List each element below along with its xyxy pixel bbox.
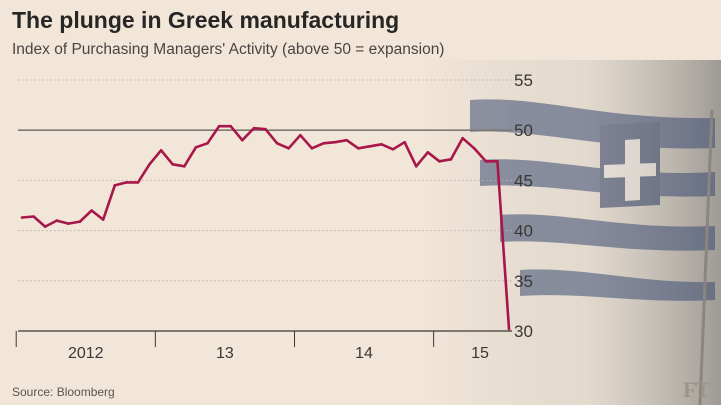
- data-point: [403, 140, 406, 144]
- data-point: [67, 222, 70, 225]
- data-point: [194, 145, 198, 149]
- data-point: [275, 141, 279, 145]
- series-group: [20, 124, 511, 331]
- data-point: [136, 181, 140, 184]
- data-point: [414, 165, 418, 168]
- data-point: [310, 146, 314, 150]
- data-point: [125, 181, 128, 184]
- x-tick-label: 15: [471, 345, 489, 362]
- data-point: [438, 160, 441, 163]
- data-point: [78, 220, 82, 223]
- y-tick-label: 55: [514, 71, 533, 90]
- y-axis-ticks: 30 35 40 45 50 55: [514, 71, 533, 341]
- data-point: [241, 138, 244, 142]
- data-point: [252, 126, 256, 130]
- data-point: [287, 146, 290, 150]
- data-point: [206, 141, 209, 145]
- chart-title: The plunge in Greek manufacturing: [12, 7, 399, 33]
- data-point: [159, 148, 163, 152]
- data-point: [461, 136, 464, 140]
- y-tick-label: 45: [514, 171, 533, 190]
- x-tick-label: 14: [355, 345, 373, 362]
- data-point: [356, 146, 360, 150]
- x-tick-label: 2012: [68, 345, 104, 362]
- x-tick-label: 13: [216, 345, 234, 362]
- data-point: [183, 165, 186, 168]
- y-tick-label: 30: [514, 322, 533, 341]
- data-point: [496, 160, 499, 163]
- data-point: [20, 216, 24, 219]
- source-note: Source: Bloomberg: [12, 385, 115, 399]
- data-point: [472, 146, 476, 150]
- chart-subtitle: Index of Purchasing Managers' Activity (…: [12, 41, 444, 58]
- data-point: [380, 142, 383, 146]
- data-point: [507, 327, 511, 331]
- data-point: [426, 150, 430, 154]
- data-point: [484, 160, 488, 163]
- y-tick-label: 50: [514, 121, 533, 140]
- y-tick-label: 40: [514, 222, 533, 241]
- data-point: [368, 144, 372, 148]
- data-point: [101, 218, 105, 221]
- data-point: [345, 138, 348, 142]
- data-point: [55, 219, 59, 222]
- data-point: [449, 158, 453, 161]
- data-point: [113, 184, 117, 187]
- flag-background: [420, 60, 721, 405]
- data-point: [217, 124, 221, 128]
- data-point: [333, 140, 337, 144]
- y-tick-label: 35: [514, 272, 533, 291]
- data-point: [264, 127, 267, 131]
- data-point: [322, 141, 325, 145]
- ft-logo: FT: [683, 377, 710, 402]
- data-point: [391, 147, 395, 151]
- data-point: [90, 209, 93, 212]
- data-point: [171, 163, 175, 166]
- data-point: [229, 124, 233, 128]
- data-point: [32, 215, 35, 218]
- data-point: [43, 225, 47, 228]
- data-point: [148, 163, 151, 166]
- x-axis: 2012 13 14 15: [15, 330, 512, 362]
- data-point: [298, 133, 302, 137]
